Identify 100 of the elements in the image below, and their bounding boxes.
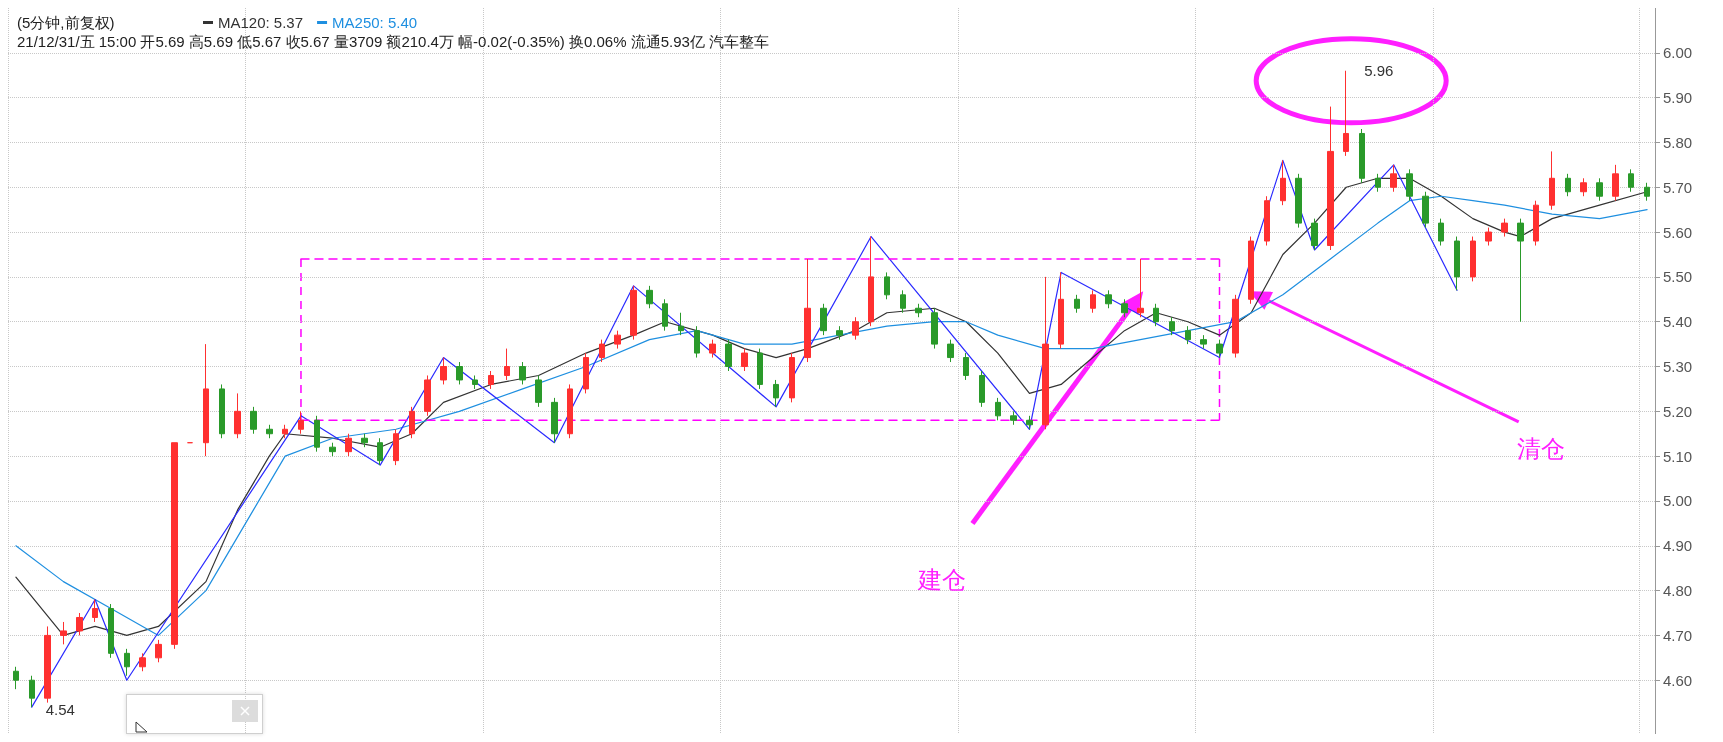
candlestick xyxy=(599,339,605,363)
candlestick xyxy=(773,379,779,408)
candlestick xyxy=(329,442,336,457)
candlestick xyxy=(424,374,431,417)
candlestick xyxy=(694,325,700,359)
y-tick-label: 5.10 xyxy=(1663,447,1693,465)
candlestick xyxy=(124,648,130,677)
candlestick xyxy=(108,603,114,659)
candlestick xyxy=(1375,173,1381,193)
candlestick xyxy=(1644,182,1650,202)
y-tick-label: 5.90 xyxy=(1663,89,1693,107)
candlestick xyxy=(804,258,811,363)
candlestick xyxy=(725,339,732,372)
annotation: 4.54 xyxy=(45,700,75,718)
candlestick xyxy=(409,406,415,439)
annotation: 5.96 xyxy=(1364,62,1394,80)
candlestick xyxy=(1216,339,1223,359)
candlestick xyxy=(1058,271,1064,350)
candlestick xyxy=(979,370,985,408)
candlestick xyxy=(171,442,178,650)
candlestick xyxy=(1105,289,1112,309)
candlestick xyxy=(884,271,890,300)
candlestick xyxy=(551,397,558,444)
y-tick-label: 5.80 xyxy=(1663,133,1693,151)
candlestick xyxy=(900,289,906,314)
legend-label: MA250: 5.40 xyxy=(332,14,418,31)
candlestick xyxy=(630,285,637,341)
y-tick-label: 5.70 xyxy=(1663,178,1693,196)
candlestick xyxy=(456,361,463,385)
candlestick xyxy=(709,339,716,359)
candlestick xyxy=(504,348,510,381)
candlestick xyxy=(1454,236,1460,291)
chart-title: (5分钟,前复权) xyxy=(17,14,115,31)
candlestick xyxy=(614,330,621,350)
y-tick-label: 4.70 xyxy=(1663,626,1693,644)
legend-label: MA120: 5.37 xyxy=(218,14,304,31)
candlestick xyxy=(1612,164,1619,202)
candlestick xyxy=(1485,227,1492,247)
candlestick xyxy=(1327,106,1334,251)
candlestick xyxy=(1470,236,1476,282)
candlestick xyxy=(741,348,748,372)
candlestick xyxy=(345,433,352,457)
y-tick-label: 5.20 xyxy=(1663,402,1693,420)
candlestick xyxy=(92,599,98,623)
candlestick xyxy=(44,625,51,704)
candlestick xyxy=(219,383,225,439)
candlestick xyxy=(1549,150,1555,211)
y-tick-label: 5.50 xyxy=(1663,268,1693,286)
annotation: 清仓 xyxy=(1516,434,1565,462)
candlestick xyxy=(1580,177,1587,197)
candlestick xyxy=(234,392,241,439)
candlestick xyxy=(1026,415,1033,430)
candlestick xyxy=(1010,410,1017,426)
y-tick-label: 4.60 xyxy=(1663,671,1693,689)
candlestick xyxy=(1074,294,1080,314)
candlestick xyxy=(567,383,573,439)
y-tick-label: 4.80 xyxy=(1663,582,1693,600)
candlestick xyxy=(298,410,304,435)
candlestick xyxy=(203,343,209,457)
y-tick-label: 5.30 xyxy=(1663,358,1693,376)
candlestick xyxy=(155,639,162,663)
candlestick xyxy=(947,339,954,363)
annotation: 建仓 xyxy=(916,565,966,593)
candlestick xyxy=(789,352,795,403)
candlestick xyxy=(139,652,146,672)
candlestick xyxy=(393,428,399,466)
candlestick xyxy=(519,361,526,385)
candlestick xyxy=(1422,191,1429,229)
candlestick xyxy=(1596,177,1603,202)
candlestick xyxy=(662,298,668,332)
candlestick xyxy=(1501,218,1508,238)
y-tick-label: 6.00 xyxy=(1663,44,1693,62)
candlestick xyxy=(472,374,478,390)
candlestick xyxy=(1121,298,1128,318)
candlestick xyxy=(1264,195,1270,247)
candlestick xyxy=(1533,200,1539,247)
candlestick xyxy=(1185,325,1191,345)
candlestick xyxy=(13,666,19,690)
candlestick xyxy=(646,285,653,309)
candlestick xyxy=(583,352,589,394)
candlestick xyxy=(820,303,827,336)
candlestick xyxy=(868,236,874,327)
candlestick xyxy=(931,307,938,350)
candlestick xyxy=(915,303,922,318)
candlestick xyxy=(1200,334,1207,350)
candlestick xyxy=(60,621,67,645)
candlestick xyxy=(1390,164,1397,193)
candlestick xyxy=(282,424,288,439)
text: 21/12/31/五 15:00 开5.69 高5.69 低5.67 收5.67 量3709 额210.4万 幅-0.02(-0.35%) 换0.06% 流通5.93亿 汽车整车 xyxy=(17,33,770,50)
candlestick xyxy=(963,352,969,381)
candlestick xyxy=(1517,218,1524,323)
candlestick xyxy=(1406,168,1413,202)
candlestick xyxy=(1628,168,1634,193)
candlestick xyxy=(250,406,257,435)
candlestick xyxy=(1137,258,1144,318)
candlestick xyxy=(1153,303,1159,327)
candlestick xyxy=(1042,276,1049,430)
candlestick xyxy=(535,374,542,408)
candlestick xyxy=(266,424,273,439)
candlestick xyxy=(361,433,368,448)
